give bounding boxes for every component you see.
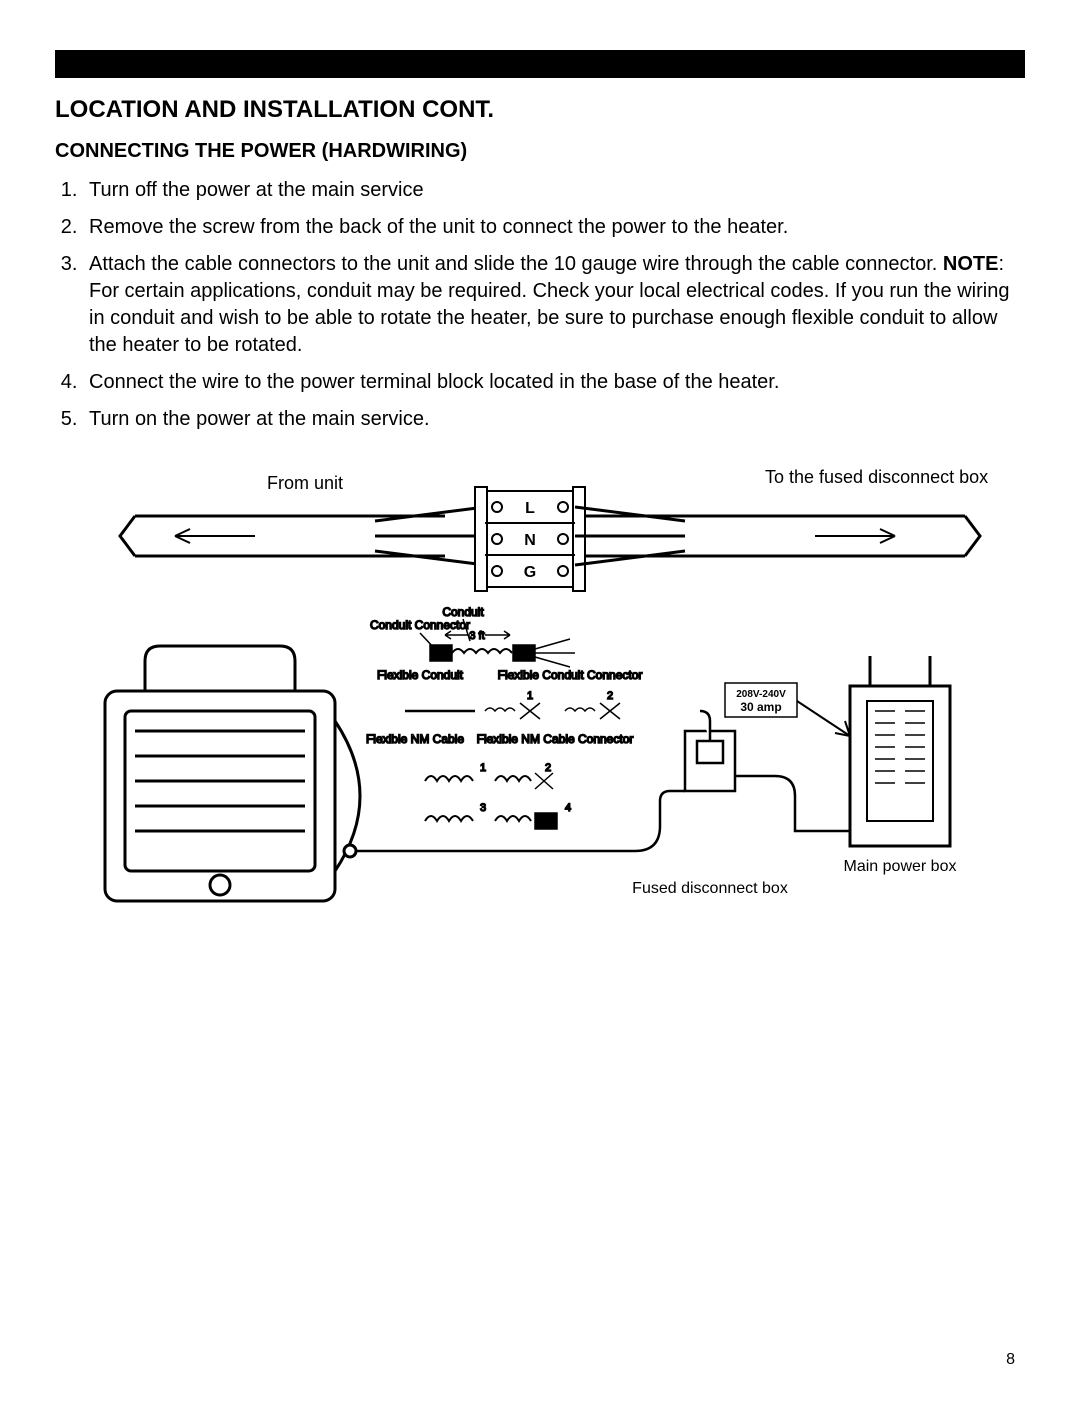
sub-title: CONNECTING THE POWER (HARDWIRING) [55, 140, 1025, 163]
system-diagram: Conduit Conduit Connector 3 ft Flexible … [75, 601, 995, 931]
step-4-text: Connect the wire to the power terminal b… [89, 371, 779, 393]
terminal-G: G [524, 564, 536, 581]
step-5-text: Turn on the power at the main service. [89, 408, 430, 430]
cable-details: Conduit Conduit Connector 3 ft Flexible … [366, 605, 642, 829]
fused-box-label: Fused disconnect box [632, 880, 788, 897]
num-4: 4 [565, 802, 571, 814]
main-power-label: Main power box [844, 858, 957, 875]
note-label: NOTE [943, 253, 999, 275]
to-fused-box-label: To the fused disconnect box [765, 467, 988, 487]
main-power-box-icon [850, 656, 950, 846]
num-2: 2 [607, 690, 613, 702]
step-2-text: Remove the screw from the back of the un… [89, 216, 788, 238]
header-bar [55, 50, 1025, 78]
terminal-block-diagram: From unit L N G [115, 461, 995, 601]
step-1: Turn off the power at the main service [83, 177, 1025, 204]
conduit-connector-label: Conduit Connector [370, 618, 470, 632]
terminal-N: N [524, 532, 536, 549]
from-unit-label: From unit [267, 473, 343, 493]
distance-label: 3 ft [469, 630, 484, 642]
steps-list: Turn off the power at the main service R… [55, 177, 1025, 433]
step-5: Turn on the power at the main service. [83, 406, 1025, 433]
page-number: 8 [55, 1351, 1025, 1369]
fused-disconnect-box-icon [685, 711, 735, 791]
nm-cable-conn-label: Flexible NM Cable Connector [477, 732, 634, 746]
flex-conduit-label: Flexible Conduit [377, 668, 464, 682]
step-2: Remove the screw from the back of the un… [83, 214, 1025, 241]
section-title: LOCATION AND INSTALLATION CONT. [55, 96, 1025, 124]
nm-cable-label: Flexible NM Cable [366, 732, 464, 746]
num-1b: 1 [480, 762, 486, 774]
heater-icon [105, 646, 360, 901]
num-1: 1 [527, 690, 533, 702]
wiring-diagram: From unit L N G [55, 461, 1025, 931]
breaker-voltage: 208V-240V [736, 689, 786, 700]
step-3: Attach the cable connectors to the unit … [83, 251, 1025, 359]
num-3: 3 [480, 802, 486, 814]
step-3-text: Attach the cable connectors to the unit … [89, 253, 943, 275]
breaker-label: 208V-240V 30 amp [725, 683, 850, 736]
conduit-label: Conduit [442, 605, 484, 619]
flex-conduit-conn-label: Flexible Conduit Connector [498, 668, 643, 682]
breaker-amps: 30 amp [740, 700, 781, 714]
step-1-text: Turn off the power at the main service [89, 179, 424, 201]
terminal-L: L [525, 500, 535, 517]
num-2b: 2 [545, 762, 551, 774]
step-4: Connect the wire to the power terminal b… [83, 369, 1025, 396]
